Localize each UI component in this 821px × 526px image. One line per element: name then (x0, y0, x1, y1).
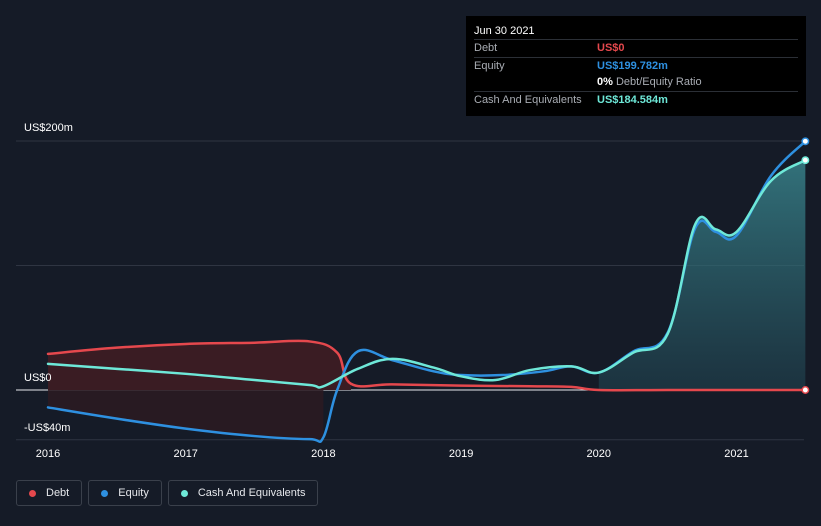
legend-item-equity[interactable]: Equity (88, 480, 162, 506)
debt-dot-icon (29, 489, 36, 497)
tooltip-ratio-text: Debt/Equity Ratio (612, 76, 702, 88)
tooltip-row-cash: Cash And Equivalents US$184.584m (474, 90, 798, 109)
y-tick-label-bottom: -US$40m (24, 422, 71, 434)
tooltip-spacer (474, 74, 597, 91)
legend-label-debt: Debt (46, 487, 70, 499)
tooltip-label: Cash And Equivalents (474, 93, 582, 106)
area-equity-negative (48, 390, 324, 440)
tooltip-label: Equity (474, 59, 505, 72)
x-tick-label: 2019 (449, 448, 473, 460)
tooltip-value-equity: US$199.782m (597, 59, 668, 72)
end-marker-cash-and-equivalents (801, 156, 810, 165)
tooltip-ratio: 0% Debt/Equity Ratio (597, 74, 702, 91)
line-equity (46, 140, 807, 444)
legend: Debt Equity Cash And Equivalents (16, 480, 324, 507)
tooltip-ratio-value: 0% (597, 76, 613, 88)
x-tick-label: 2018 (311, 448, 335, 460)
y-tick-label-zero: US$0 (24, 372, 52, 384)
cash-dot-icon (180, 489, 188, 497)
x-tick-label: 2020 (587, 448, 611, 460)
tooltip-row-debt: Debt US$0 (474, 39, 798, 57)
legend-item-cash[interactable]: Cash And Equivalents (167, 480, 319, 506)
end-marker-debt (801, 386, 810, 394)
tooltip-row-ratio: 0% Debt/Equity Ratio (474, 74, 798, 91)
x-tick-label: 2017 (173, 448, 197, 460)
end-marker-equity (801, 137, 810, 146)
tooltip-date: Jun 30 2021 (474, 25, 535, 37)
legend-label-equity: Equity (118, 487, 149, 499)
area-cash-and-equivalents (598, 160, 806, 390)
tooltip-panel: Jun 30 2021 Debt US$0 Equity US$199.782m… (466, 16, 806, 116)
legend-item-debt[interactable]: Debt (16, 480, 83, 506)
legend-label-cash: Cash And Equivalents (197, 487, 306, 499)
line-debt (46, 339, 807, 392)
tooltip-value-debt: US$0 (597, 42, 625, 54)
equity-dot-icon (101, 489, 109, 497)
tooltip-value-cash: US$184.584m (597, 93, 668, 106)
area-debt (48, 340, 351, 390)
line-cash-and-equivalents (46, 158, 807, 389)
y-tick-label-top: US$200m (24, 122, 73, 134)
x-tick-label: 2021 (724, 448, 748, 460)
x-tick-label: 2016 (36, 448, 60, 460)
tooltip-label: Debt (474, 42, 498, 54)
tooltip-row-equity: Equity US$199.782m (474, 56, 798, 75)
